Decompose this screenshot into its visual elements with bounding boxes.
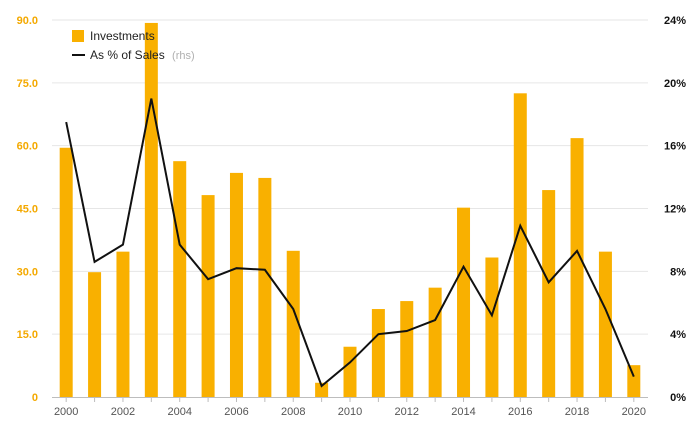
line-sales-pct — [65, 98, 635, 388]
y-right-tick-label: 0% — [670, 392, 686, 404]
x-tick-label: 2006 — [224, 406, 248, 418]
bar-investments — [598, 251, 612, 397]
bar-investments — [201, 195, 215, 397]
y-left-tick-label: 15.0 — [17, 329, 38, 341]
y-right-tick-label: 8% — [670, 266, 686, 278]
bar-investments — [144, 22, 158, 398]
bar-investments — [371, 309, 385, 397]
bar-investments — [457, 207, 471, 397]
y-right-tick-label: 16% — [664, 141, 686, 153]
axes: 0 15.0 30.0 45.0 60.0 75.0 90.0 0% 4% 8% 12% 16% 20%… — [17, 15, 687, 418]
x-tick-label: 2008 — [281, 406, 305, 418]
bar-investments — [542, 190, 556, 397]
x-tick-label: 2016 — [508, 406, 532, 418]
legend-swatch-investments — [72, 30, 84, 42]
legend-label-investments: Investments — [90, 29, 155, 43]
y-left-tick-label: 60.0 — [17, 141, 38, 153]
bar-investments — [485, 257, 499, 397]
legend-label-sales-pct-suffix: (rhs) — [172, 50, 195, 62]
bar-investments — [258, 177, 272, 397]
y-left-tick-label: 45.0 — [17, 204, 38, 216]
x-tick-label: 2010 — [338, 406, 362, 418]
y-right-tick-label: 24% — [664, 15, 686, 27]
bar-investments — [627, 365, 641, 397]
legend-label-sales-pct-name: As % of Sales — [90, 48, 165, 62]
bar-investments — [116, 251, 130, 397]
bar-investments — [315, 382, 329, 397]
x-tick-label: 2004 — [167, 406, 191, 418]
bar-series — [59, 22, 641, 398]
bar-investments — [400, 301, 414, 397]
bar-investments — [570, 138, 584, 398]
gridlines — [52, 19, 648, 335]
x-tick-label: 2000 — [54, 406, 78, 418]
bar-investments — [59, 147, 73, 397]
bar-investments — [286, 250, 300, 397]
x-tick-label: 2012 — [395, 406, 419, 418]
bar-investments — [513, 93, 527, 398]
y-left-tick-label: 90.0 — [17, 15, 38, 27]
bar-investments — [229, 172, 243, 397]
y-right-tick-label: 20% — [664, 78, 686, 90]
bar-investments — [343, 346, 357, 397]
x-tick-label: 2002 — [111, 406, 135, 418]
y-left-tick-label: 30.0 — [17, 266, 38, 278]
bar-investments — [428, 287, 442, 397]
x-tick-label: 2018 — [565, 406, 589, 418]
bar-investments — [88, 272, 102, 397]
y-left-tick-label: 0 — [32, 392, 38, 404]
x-tick-label: 2020 — [622, 406, 646, 418]
line-series — [65, 98, 635, 388]
legend-label-sales-pct: As % of Sales (rhs) — [90, 48, 195, 62]
bar-investments — [173, 161, 187, 397]
x-tick-label: 2014 — [451, 406, 475, 418]
y-right-tick-label: 12% — [664, 204, 686, 216]
y-right-tick-label: 4% — [670, 329, 686, 341]
y-left-tick-label: 75.0 — [17, 78, 38, 90]
legend: Investments As % of Sales (rhs) — [72, 29, 195, 62]
